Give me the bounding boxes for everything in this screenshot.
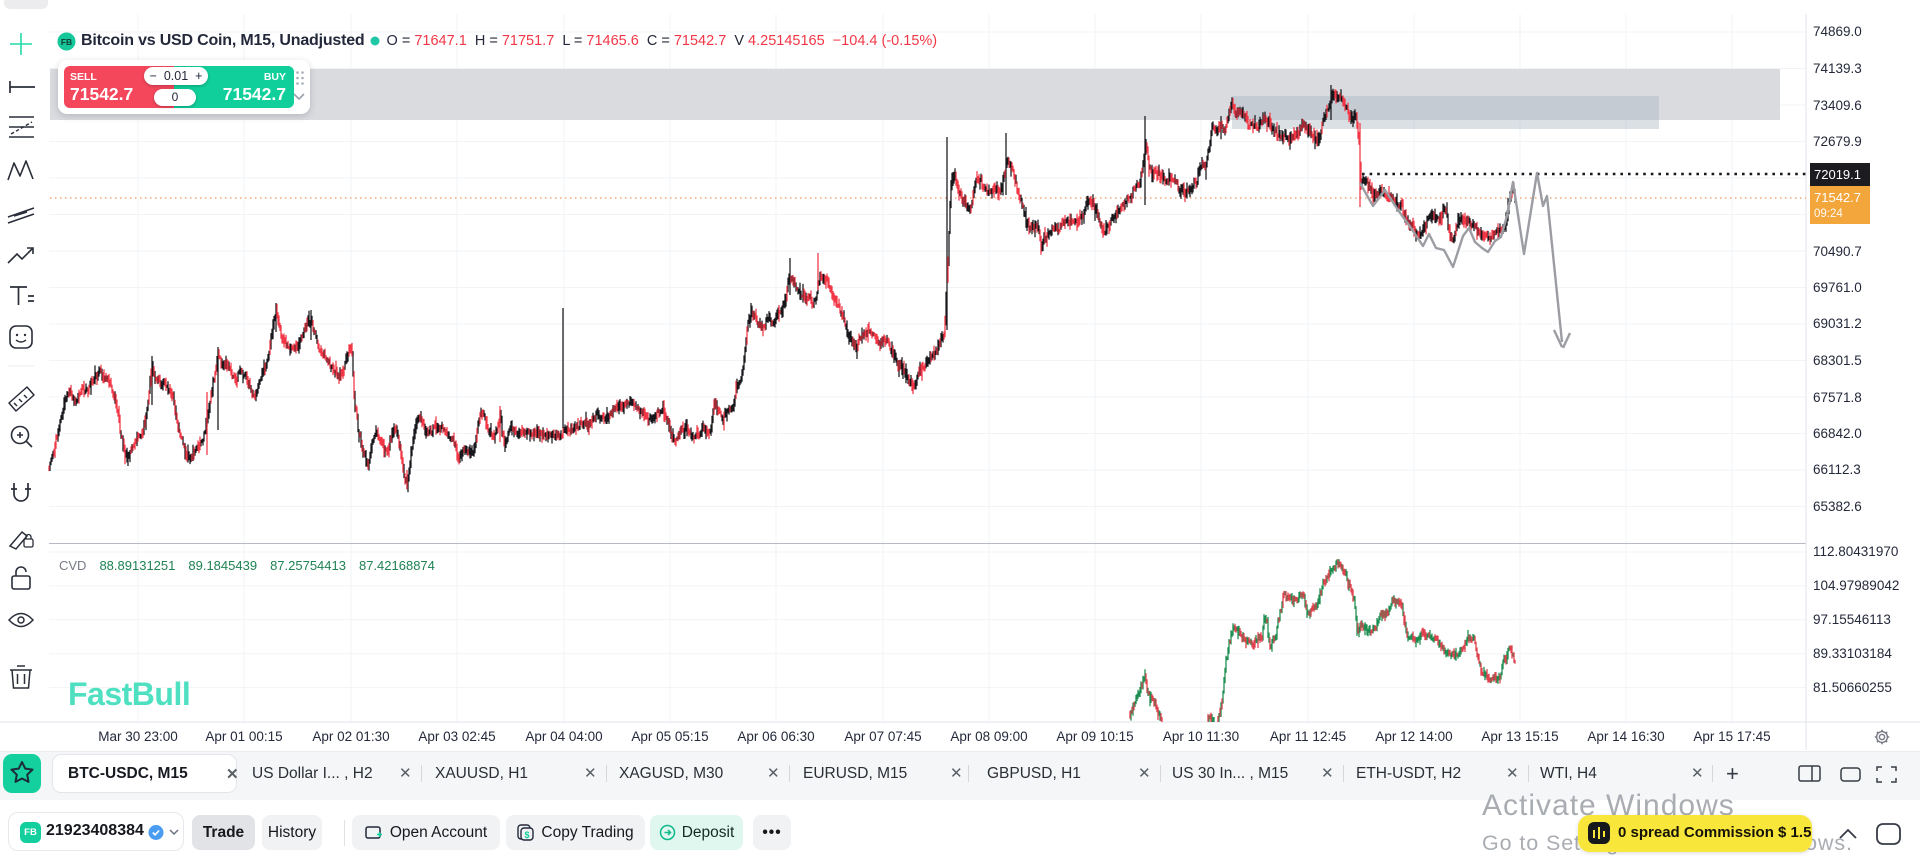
svg-text:81.50660255: 81.50660255 xyxy=(1813,680,1892,695)
svg-text:Apr 15 17:45: Apr 15 17:45 xyxy=(1693,729,1770,744)
svg-text:Apr 08 09:00: Apr 08 09:00 xyxy=(950,729,1027,744)
svg-text:67571.8: 67571.8 xyxy=(1813,390,1862,405)
svg-text:Apr 05 05:15: Apr 05 05:15 xyxy=(631,729,708,744)
svg-text:Apr 09 10:15: Apr 09 10:15 xyxy=(1056,729,1133,744)
svg-text:70490.7: 70490.7 xyxy=(1813,244,1862,259)
svg-text:73409.6: 73409.6 xyxy=(1813,98,1862,113)
svg-text:Apr 07 07:45: Apr 07 07:45 xyxy=(844,729,921,744)
svg-text:97.15546113: 97.15546113 xyxy=(1813,612,1891,627)
svg-text:Apr 03 02:45: Apr 03 02:45 xyxy=(418,729,495,744)
svg-text:Apr 10 11:30: Apr 10 11:30 xyxy=(1163,729,1239,744)
svg-text:Apr 12 14:00: Apr 12 14:00 xyxy=(1375,729,1452,744)
svg-text:Apr 11 12:45: Apr 11 12:45 xyxy=(1270,729,1346,744)
svg-text:72679.9: 72679.9 xyxy=(1813,134,1862,149)
svg-text:104.97989042: 104.97989042 xyxy=(1813,578,1899,593)
svg-text:Apr 02 01:30: Apr 02 01:30 xyxy=(312,729,389,744)
svg-text:74139.3: 74139.3 xyxy=(1813,61,1862,76)
svg-text:69761.0: 69761.0 xyxy=(1813,280,1862,295)
svg-text:112.80431970: 112.80431970 xyxy=(1813,544,1898,559)
svg-text:66112.3: 66112.3 xyxy=(1813,462,1861,477)
svg-text:66842.0: 66842.0 xyxy=(1813,426,1862,441)
svg-text:$: $ xyxy=(525,830,530,840)
svg-text:74869.0: 74869.0 xyxy=(1813,24,1862,39)
svg-text:FB: FB xyxy=(61,37,72,47)
svg-text:Apr 01 00:15: Apr 01 00:15 xyxy=(205,729,282,744)
svg-text:69031.2: 69031.2 xyxy=(1813,316,1862,331)
svg-text:Apr 04 04:00: Apr 04 04:00 xyxy=(525,729,602,744)
svg-text:Apr 13 15:15: Apr 13 15:15 xyxy=(1481,729,1558,744)
svg-text:89.33103184: 89.33103184 xyxy=(1813,646,1892,661)
svg-text:Apr 06 06:30: Apr 06 06:30 xyxy=(737,729,814,744)
svg-text:Mar 30 23:00: Mar 30 23:00 xyxy=(98,729,178,744)
svg-text:65382.6: 65382.6 xyxy=(1813,499,1862,514)
svg-text:68301.5: 68301.5 xyxy=(1813,353,1862,368)
svg-text:Apr 14 16:30: Apr 14 16:30 xyxy=(1587,729,1664,744)
